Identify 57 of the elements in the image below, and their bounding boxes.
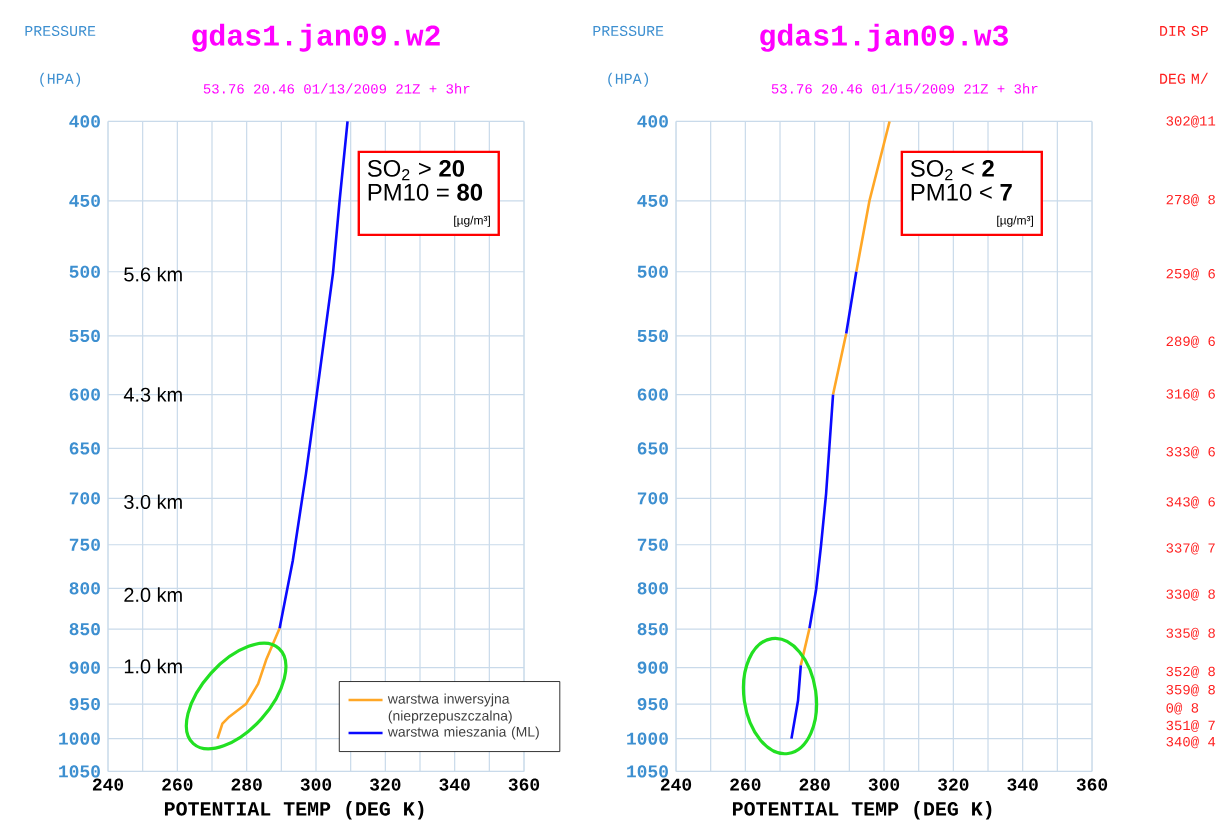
chart-title: gdas1.jan09.w3 [760, 23, 1008, 52]
y-tick-label: 800 [637, 582, 668, 595]
y-tick-label: 750 [69, 538, 100, 551]
x-tick-label: 300 [868, 778, 900, 791]
x-tick-label: 340 [1007, 778, 1038, 791]
y-tick-label: 1000 [59, 732, 100, 745]
y-tick-label: 650 [637, 442, 668, 455]
x-tick-label: 300 [300, 778, 332, 791]
x-axis-title: POTENTIAL TEMP (DEG K) [732, 801, 992, 820]
y-tick-label: 550 [69, 329, 100, 343]
y-tick-label: 700 [69, 492, 100, 505]
y-tick-label: 450 [69, 194, 100, 207]
y-tick-label: 500 [69, 265, 100, 278]
x-axis-title: POTENTIAL TEMP (DEG K) [164, 801, 424, 820]
annotation: 2.0 km [124, 587, 182, 602]
y-tick-label: 550 [637, 329, 668, 343]
y-tick-label: 1050 [59, 765, 100, 778]
y-tick-label: 400 [69, 115, 100, 128]
line-series [278, 120, 349, 630]
annotation: SO$_{2}$ > 20 [367, 159, 465, 181]
annotation: 4.3 km [123, 387, 182, 402]
y-tick-label: 700 [637, 492, 668, 505]
y-tick-label: 900 [69, 661, 100, 674]
y-tick-label: 450 [637, 194, 668, 207]
y-tick-label: 850 [637, 623, 668, 636]
x-tick-label: 260 [730, 778, 761, 791]
chart-title: gdas1.jan09.w2 [192, 23, 440, 52]
y-tick-label: 900 [637, 661, 668, 674]
annotation: 3.0 km [124, 494, 182, 510]
annotation: SO$_{2}$ < 2 [910, 159, 994, 181]
y-tick-label: 950 [637, 697, 668, 711]
x-tick-label: 280 [799, 778, 830, 791]
annotation: 1.0 km [124, 658, 182, 674]
x-tick-label: 240 [660, 778, 692, 791]
x-tick-label: 360 [1076, 778, 1108, 791]
x-tick-label: 260 [162, 778, 193, 791]
x-tick-label: 320 [370, 778, 401, 791]
annotation: 5.6 km [124, 266, 182, 282]
y-tick-label: 1050 [627, 765, 668, 778]
x-tick-label: 240 [92, 778, 124, 791]
y-tick-label: 1000 [627, 732, 668, 745]
y-tick-label: 600 [69, 388, 100, 401]
y-tick-label: 850 [69, 623, 100, 636]
x-tick-label: 280 [231, 778, 262, 791]
annotation: PM10 = 80 [368, 183, 483, 201]
annotation: PM10 < 7 [911, 183, 1012, 201]
y-tick-label: 950 [69, 697, 100, 711]
y-tick-label: 400 [637, 115, 668, 128]
y-tick-label: 750 [637, 538, 668, 551]
line-series [216, 627, 281, 740]
x-tick-label: 340 [439, 778, 470, 791]
x-tick-label: 360 [508, 778, 540, 791]
y-tick-label: 800 [69, 582, 100, 595]
x-tick-label: 320 [938, 778, 969, 791]
y-tick-label: 500 [637, 265, 668, 278]
y-tick-label: 600 [637, 388, 668, 401]
y-tick-label: 650 [69, 442, 100, 455]
